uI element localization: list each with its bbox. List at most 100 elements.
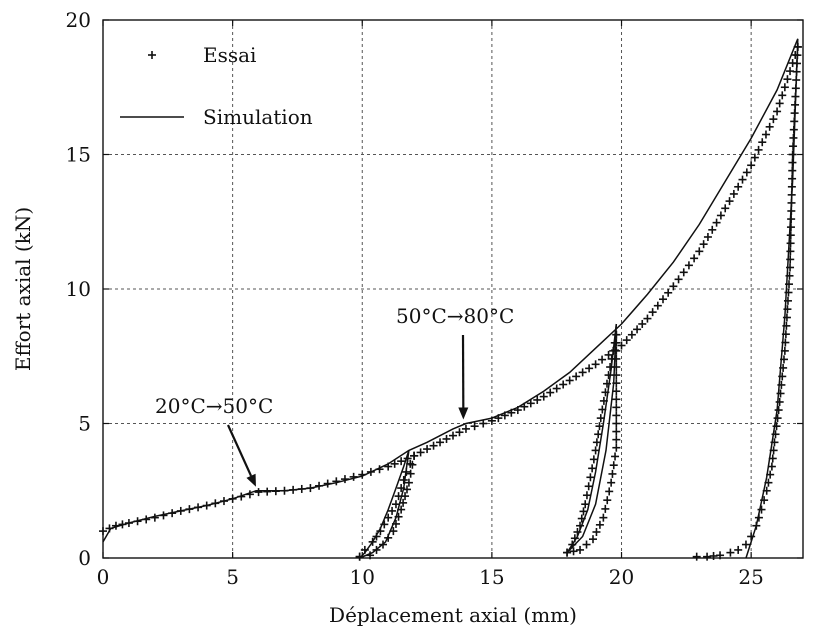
essai-point (785, 280, 793, 289)
essai-point (470, 422, 479, 431)
ticks-layer: 0 5 10 15 20 25 0 5 10 15 20 (66, 8, 803, 589)
essai-point (750, 153, 759, 162)
essai-point (591, 360, 600, 369)
essai-point (142, 515, 151, 524)
essai-point (786, 255, 795, 264)
essai-point (789, 142, 798, 151)
essai-point (388, 506, 397, 515)
essai-point (254, 488, 263, 497)
essai-point (289, 485, 298, 494)
essai-point (118, 520, 127, 529)
essai-point (449, 431, 457, 440)
essai-point (384, 462, 393, 471)
x-tick-label: 10 (350, 565, 375, 589)
essai-point (782, 321, 791, 330)
essai-point (584, 482, 593, 491)
essai-point (612, 354, 621, 363)
essai-point (340, 475, 349, 484)
essai-point (664, 288, 673, 297)
essai-point (607, 478, 616, 487)
essai-point (500, 411, 509, 420)
legend-label: Essai (203, 43, 256, 67)
essai-point (99, 527, 107, 536)
essai-point (699, 240, 708, 249)
essai-point (572, 372, 581, 381)
essai-point (569, 547, 578, 556)
essai-point (788, 150, 797, 159)
essai-point (202, 501, 211, 510)
essai-point (648, 308, 657, 317)
essai-point (721, 204, 730, 213)
essai-point (612, 346, 621, 355)
essai-point (546, 388, 555, 397)
essai-point (576, 521, 585, 530)
essai-point (595, 422, 604, 431)
essai-point (779, 355, 788, 364)
essai-point (391, 519, 400, 528)
essai-point (774, 406, 783, 415)
essai-point (612, 419, 621, 428)
simulation-curve (566, 323, 618, 554)
essai-point (792, 76, 801, 85)
essai-point (577, 514, 586, 523)
essai-point (791, 100, 800, 109)
essai-point (773, 107, 782, 116)
essai-point (612, 363, 621, 372)
essai-point (594, 430, 603, 439)
essai-point (237, 492, 246, 501)
x-tick-label: 15 (479, 565, 504, 589)
essai-point (674, 275, 683, 284)
essai-point (762, 486, 771, 495)
essai-point (604, 350, 613, 359)
annotation-arrowhead (246, 473, 256, 487)
essai-point (617, 341, 626, 350)
essai-point (643, 314, 652, 323)
essai-point (194, 503, 203, 512)
x-tick-label: 20 (609, 565, 634, 589)
essai-point (788, 158, 797, 167)
essai-point (622, 336, 631, 345)
essai-point (520, 402, 529, 411)
essai-point (263, 487, 272, 496)
essai-point (775, 397, 784, 406)
essai-point (603, 496, 612, 505)
essai-point (105, 524, 114, 533)
essai-point (779, 363, 788, 372)
essai-point (581, 500, 590, 509)
essai-point (372, 532, 381, 541)
essai-point (599, 396, 608, 405)
essai-point (228, 494, 237, 503)
annotation-label: 20°C→50°C (155, 394, 273, 418)
essai-point (638, 319, 647, 328)
essai-point (592, 527, 601, 536)
essai-point (776, 389, 785, 398)
essai-point (761, 130, 770, 139)
essai-point (416, 448, 425, 457)
essai-point (384, 533, 393, 542)
essai-point (708, 225, 717, 234)
essai-point (360, 545, 369, 554)
essai-point (769, 115, 778, 124)
essai-point (539, 392, 548, 401)
essai-point (568, 540, 577, 549)
essai-point (349, 472, 358, 481)
essai-point (603, 379, 611, 388)
essai-point (406, 469, 415, 478)
essai-point (754, 513, 763, 522)
essai-point (669, 282, 678, 291)
essai-point (780, 346, 789, 355)
essai-point (786, 247, 795, 256)
essai-point (245, 490, 254, 499)
simulation-curve (745, 38, 799, 559)
essai-point (589, 535, 597, 544)
essai-point (429, 441, 438, 450)
essai-point (787, 215, 796, 224)
essai-point (111, 521, 120, 530)
essai-point (332, 477, 341, 486)
essai-point (738, 175, 747, 184)
essai-point (787, 206, 796, 215)
essai-point (526, 399, 535, 408)
essai-point (729, 189, 738, 198)
essai-point (611, 452, 620, 461)
annotation-arrowhead (458, 407, 469, 420)
